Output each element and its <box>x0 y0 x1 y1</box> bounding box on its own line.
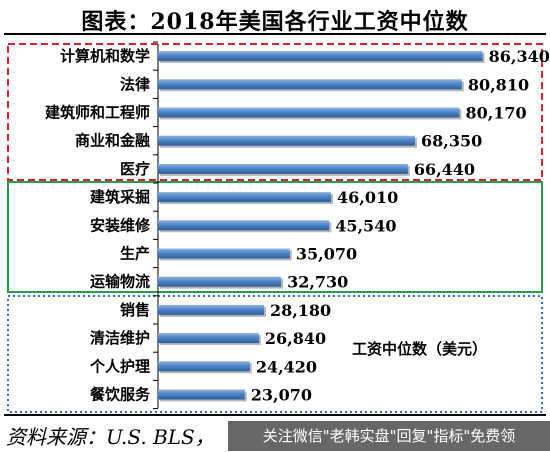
category-label: 个人护理 <box>89 357 150 375</box>
category-label: 生产 <box>120 245 150 263</box>
category-label: 清洁维护 <box>90 329 150 347</box>
value-label: 28,180 <box>270 301 331 320</box>
group-box-blue-dotted <box>7 295 543 413</box>
bar <box>158 107 460 118</box>
bars <box>158 51 485 402</box>
value-label: 46,010 <box>337 188 398 207</box>
category-label: 计算机和数学 <box>60 47 150 65</box>
bar <box>158 304 264 315</box>
category-label: 商业和金融 <box>75 132 150 150</box>
bar <box>158 220 330 231</box>
value-label: 80,170 <box>465 104 526 123</box>
bar <box>158 333 259 344</box>
bar <box>158 276 282 287</box>
group-boxes <box>7 43 543 413</box>
category-label: 安装维修 <box>90 216 151 234</box>
bar <box>158 192 331 203</box>
group-box-red-dashed <box>7 43 543 181</box>
value-label: 23,070 <box>251 386 312 405</box>
value-label: 66,440 <box>414 160 475 179</box>
category-label: 餐饮服务 <box>90 386 151 404</box>
category-label: 运输物流 <box>90 273 150 291</box>
value-label: 26,840 <box>265 329 326 348</box>
watermark-banner: 关注微信"老韩实盘"回复"指标"免费领 <box>228 421 550 451</box>
bar <box>158 79 462 90</box>
value-label: 24,420 <box>256 357 317 376</box>
unit-note: 工资中位数（美元） <box>352 340 487 358</box>
category-label: 建筑师和工程师 <box>45 104 150 122</box>
category-label: 法律 <box>120 75 150 93</box>
bar <box>158 248 290 259</box>
category-axis <box>153 41 159 410</box>
title-rule <box>4 33 546 35</box>
bar <box>158 361 250 372</box>
group-box-green-solid <box>7 181 543 293</box>
bottom-rule <box>4 414 546 416</box>
value-label: 68,350 <box>421 132 482 151</box>
source-note: 资料来源：U.S. BLS， <box>6 425 215 449</box>
bar <box>158 163 408 174</box>
bar <box>158 135 415 146</box>
chart-title: 图表：2018年美国各行业工资中位数 <box>81 9 469 35</box>
bar <box>158 389 245 400</box>
labels: 计算机和数学 86,340 法律 80,810 建筑师和工程师 80,170 商业和金融 68… <box>45 47 550 404</box>
value-label: 80,810 <box>468 75 529 94</box>
value-label: 32,730 <box>287 273 348 292</box>
bar <box>158 51 483 62</box>
category-label: 建筑采掘 <box>90 188 150 206</box>
category-label: 医疗 <box>120 160 150 178</box>
category-label: 销售 <box>120 301 150 319</box>
value-label: 45,540 <box>335 216 396 235</box>
value-label: 35,070 <box>296 245 357 264</box>
value-label: 86,340 <box>489 47 550 66</box>
